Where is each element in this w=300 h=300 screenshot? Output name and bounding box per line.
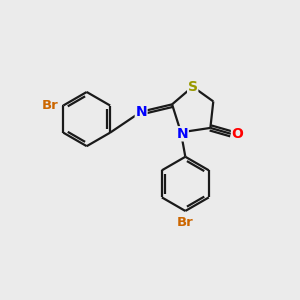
Text: S: S — [188, 80, 198, 94]
Text: O: O — [232, 127, 243, 141]
Text: Br: Br — [42, 99, 59, 112]
Text: N: N — [177, 127, 188, 141]
Text: Br: Br — [177, 216, 194, 229]
Text: N: N — [135, 105, 147, 119]
